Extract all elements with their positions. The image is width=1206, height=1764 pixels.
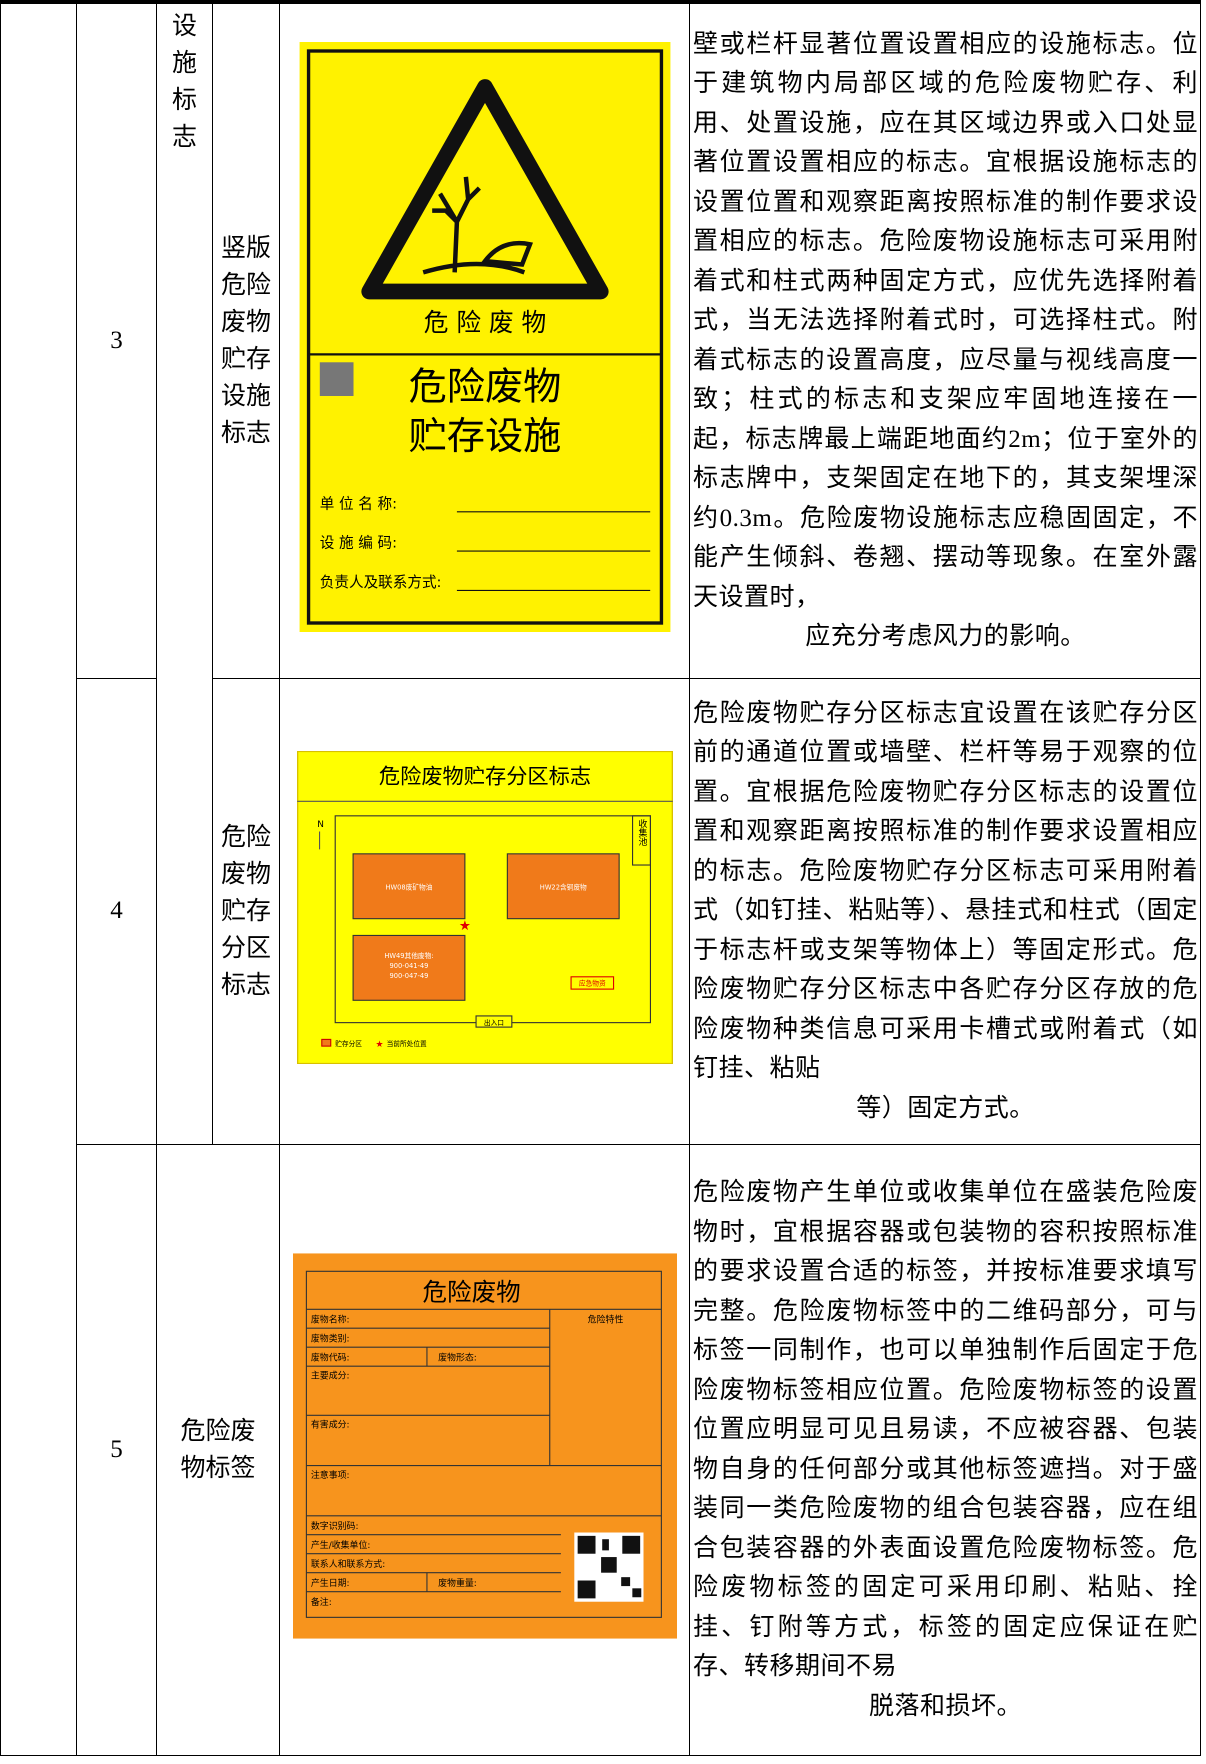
label-field: 联系人和联系方式:	[310, 1558, 384, 1570]
zone-sign: 危险废物贮存分区标志 N HW08废矿物油 HW22含铜废物 HW49其他废物:…	[295, 749, 674, 1066]
label-field: 废物重量:	[438, 1577, 477, 1589]
sign-text: 900-047-49	[389, 972, 428, 980]
sign-text: HW22含铜废物	[539, 883, 586, 892]
label-field: 主要成分:	[310, 1369, 349, 1381]
category: 设施标志	[156, 1, 213, 1145]
label-field: 废物代码:	[310, 1352, 349, 1364]
label-field: 有害成分:	[310, 1419, 349, 1431]
label-field: 产生日期:	[310, 1577, 349, 1589]
sign-name: 竖版危险废物贮存设施标志	[212, 1, 280, 679]
svg-text:★: ★	[458, 919, 470, 934]
facility-sign: 危 险 废 物 危险废物 贮存设施 单 位 名 称: 设 施 编 码: 负责人及…	[299, 42, 670, 633]
sign-text: N	[317, 820, 324, 830]
row: 4 危险废物贮存分区标志 危险废物贮存分区标志 N HW08废矿物油 HW22含…	[1, 677, 1201, 1145]
image-cell: 危险废物贮存分区标志 N HW08废矿物油 HW22含铜废物 HW49其他废物:…	[279, 677, 690, 1145]
row-number: 5	[76, 1143, 157, 1756]
label-title: 危险废物	[422, 1277, 520, 1306]
row: 5 危险废物标签 危险废物 废物名称: 危险特性 废物类别: 废物代码: 废物形…	[1, 1143, 1201, 1756]
sign-name: 危险废物贮存分区标志	[212, 677, 280, 1145]
sign-title: 贮存设施	[408, 415, 561, 459]
legend-text: 贮存分区	[335, 1039, 362, 1048]
sign-warning: 危 险 废 物	[423, 308, 545, 337]
sign-field: 设 施 编 码:	[319, 535, 396, 552]
sign-title: 危险废物	[408, 366, 561, 410]
description-text: 壁或栏杆显著位置设置相应的设施标志。位于建筑物内局部区域的危险废物贮存、利用、处…	[693, 30, 1198, 611]
description: 危险废物贮存分区标志宜设置在该贮存分区前的通道位置或墙壁、栏杆等易于观察的位置。…	[689, 677, 1201, 1145]
row-number: 3	[76, 1, 157, 679]
sign-text: 收集池	[636, 818, 646, 846]
label-field: 危险特性	[587, 1314, 623, 1326]
image-cell: 危险废物 废物名称: 危险特性 废物类别: 废物代码: 废物形态: 主要成分: …	[279, 1143, 690, 1756]
description-text: 等）固定方式。	[856, 1094, 1035, 1122]
sign-field: 单 位 名 称:	[319, 496, 396, 513]
description: 壁或栏杆显著位置设置相应的设施标志。位于建筑物内局部区域的危险废物贮存、利用、处…	[689, 1, 1201, 679]
label-field: 废物形态:	[438, 1352, 477, 1364]
label-field: 备注:	[310, 1596, 331, 1608]
description: 危险废物产生单位或收集单位在盛装危险废物时，宜根据容器或包装物的容积按照标准的要…	[689, 1143, 1201, 1756]
legend-text: 当前所处位置	[386, 1039, 426, 1048]
sign-text: 900-041-49	[389, 962, 428, 970]
label-field: 废物名称:	[310, 1314, 349, 1326]
sign-field: 负责人及联系方式:	[319, 574, 441, 591]
sign-text: 出入口	[483, 1018, 503, 1027]
label-field: 产生/收集单位:	[310, 1539, 370, 1551]
description-text: 脱落和损坏。	[868, 1692, 1022, 1720]
label-field: 废物类别:	[310, 1333, 349, 1345]
description-text: 危险废物贮存分区标志宜设置在该贮存分区前的通道位置或墙壁、栏杆等易于观察的位置。…	[693, 699, 1198, 1083]
waste-label: 危险废物 废物名称: 危险特性 废物类别: 废物代码: 废物形态: 主要成分: …	[292, 1253, 677, 1639]
label-field: 注意事项:	[310, 1469, 349, 1481]
sign-text: HW08废矿物油	[385, 883, 432, 892]
image-cell: 危 险 废 物 危险废物 贮存设施 单 位 名 称: 设 施 编 码: 负责人及…	[279, 1, 690, 679]
description-text: 危险废物产生单位或收集单位在盛装危险废物时，宜根据容器或包装物的容积按照标准的要…	[693, 1179, 1198, 1680]
sign-text: 应急物资	[578, 979, 605, 988]
sign-text: HW49其他废物:	[384, 951, 433, 960]
svg-text:★: ★	[375, 1040, 383, 1050]
category: 危险废物标签	[156, 1143, 280, 1756]
blank-cell	[0, 1, 77, 1756]
description-text: 应充分考虑风力的影响。	[805, 623, 1086, 651]
label-field: 数字识别码:	[310, 1520, 358, 1532]
sign-title: 危险废物贮存分区标志	[378, 764, 590, 789]
row-number: 4	[76, 677, 157, 1145]
